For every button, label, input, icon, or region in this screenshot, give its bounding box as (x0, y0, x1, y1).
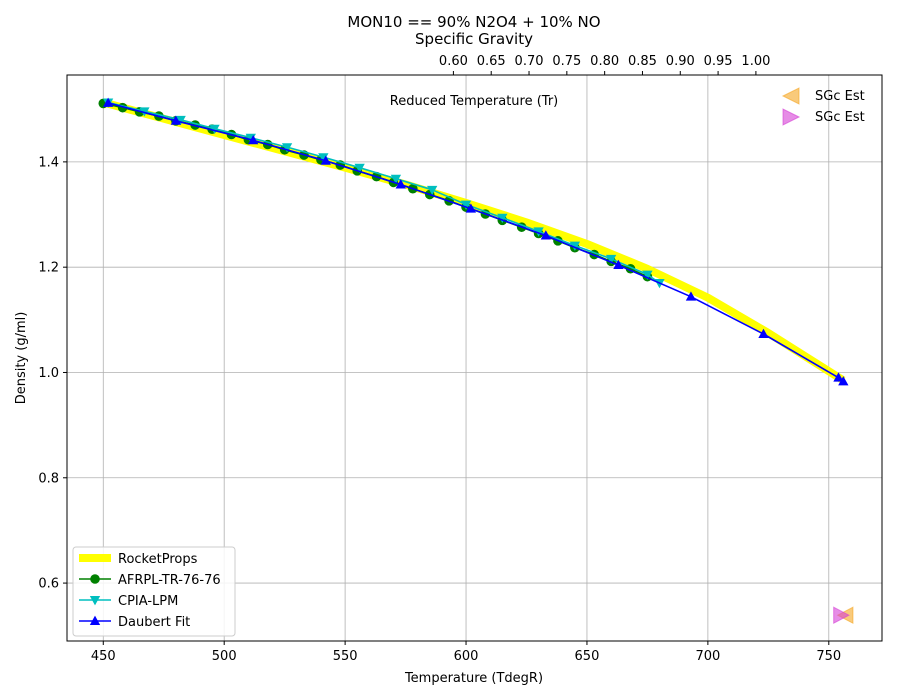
series-0 (102, 98, 846, 384)
top-tick-label: 1.00 (741, 54, 770, 69)
series-point-3 (102, 97, 114, 107)
x-tick-label: 450 (91, 649, 116, 664)
reduced-temperature-annotation: Reduced Temperature (Tr) (390, 94, 558, 109)
x-tick-label: 700 (695, 649, 720, 664)
series-point-3 (465, 203, 477, 213)
series-line-1 (103, 102, 648, 278)
legend-sgc: SGc Est SGc Est (781, 87, 865, 126)
top-tick-label: 0.70 (515, 54, 544, 69)
top-tick-label: 0.65 (477, 54, 506, 69)
legend-box (72, 546, 236, 637)
x-tick-label: 650 (575, 649, 600, 664)
series-point-2 (354, 163, 365, 173)
chart-title: MON10 == 90% N2O4 + 10% NO (347, 13, 600, 31)
top-tick-label: 0.75 (552, 54, 581, 69)
series-point-2 (460, 200, 472, 210)
x-tick-label: 500 (212, 649, 237, 664)
series-point-2 (390, 174, 402, 185)
series-line-3 (107, 102, 844, 383)
series-line-0 (102, 98, 846, 384)
legend-sgc-orange-label: SGc Est (815, 89, 865, 104)
series-point-3 (320, 155, 331, 165)
series-point-2 (642, 270, 653, 280)
x-tick-label: 550 (333, 649, 358, 664)
series-point-2 (175, 115, 186, 126)
series-3 (102, 97, 849, 386)
legend-main: RocketProps AFRPL-TR-76-76 CPIA-LPM Daub… (72, 546, 236, 637)
series-point-2 (497, 213, 508, 224)
y-tick-label: 0.6 (38, 577, 59, 592)
series-point-3 (170, 115, 181, 125)
series-point-3 (540, 230, 551, 240)
series-point-3 (248, 134, 259, 145)
legend-label-cpia: CPIA-LPM (118, 594, 178, 609)
y-tick-label: 0.8 (38, 471, 59, 486)
series-point-3 (395, 179, 406, 189)
legend-sgc-magenta-marker (782, 108, 801, 126)
top-tick-label: 0.95 (704, 54, 733, 69)
series-point-3 (833, 372, 844, 382)
legend-swatches (79, 554, 111, 625)
top-tick-label: 0.60 (439, 54, 468, 69)
series-2 (102, 98, 665, 289)
y-tick-label: 1.2 (38, 261, 59, 276)
series-point-3 (685, 291, 697, 301)
y-tick-label: 1.4 (38, 155, 59, 170)
legend-label-afrpl: AFRPL-TR-76-76 (118, 573, 221, 588)
legend-swatch-marker (90, 574, 100, 584)
legend-label-daubert: Daubert Fit (118, 615, 190, 630)
top-axis-label: Specific Gravity (415, 30, 533, 48)
series-point-3 (758, 328, 769, 338)
top-tick-label: 0.90 (666, 54, 695, 69)
y-axis-label: Density (g/ml) (14, 312, 29, 405)
legend-sgc-magenta-label: SGc Est (815, 110, 865, 125)
top-tick-label: 0.85 (628, 54, 657, 69)
series-layer (98, 97, 854, 625)
legend-sgc-orange-marker (781, 87, 800, 105)
series-point-2 (281, 143, 293, 153)
top-tick-label: 0.80 (590, 54, 619, 69)
plot-frame (66, 74, 883, 642)
x-axis-label: Temperature (TdegR) (404, 671, 543, 686)
x-tick-label: 600 (454, 649, 479, 664)
series-point-2 (427, 185, 438, 196)
legend-swatch-marker (89, 615, 101, 625)
sgc-point-1 (833, 606, 850, 625)
series-point-2 (209, 124, 220, 135)
axis-layer: 450 500 550 600 650 700 750 0.6 0.8 1.0 1.2 1.4 0.60… (38, 54, 841, 664)
legend-swatch-marker (89, 596, 101, 606)
series-point-2 (605, 254, 617, 265)
legend-label-rocketprops: RocketProps (118, 552, 198, 567)
x-tick-label: 750 (816, 649, 841, 664)
y-tick-label: 1.0 (38, 366, 59, 381)
series-point-3 (613, 259, 624, 270)
series-point-3 (838, 376, 849, 386)
